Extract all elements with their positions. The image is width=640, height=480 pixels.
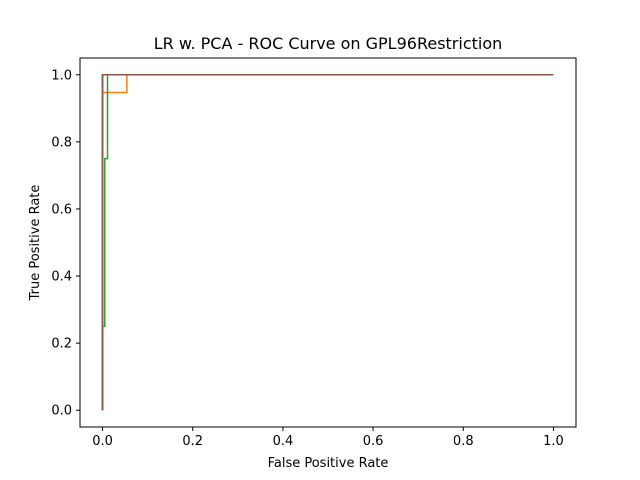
x-axis-ticks: 0.0 0.2 0.4 0.6 0.8 1.0 bbox=[92, 427, 564, 449]
x-axis-label: False Positive Rate bbox=[268, 456, 389, 471]
y-tick-label: 0.6 bbox=[51, 202, 72, 217]
y-tick-label: 0.0 bbox=[51, 404, 72, 419]
x-tick-label: 0.4 bbox=[273, 434, 294, 449]
y-tick-label: 0.2 bbox=[51, 337, 72, 352]
series-layer bbox=[101, 74, 554, 411]
chart-title: LR w. PCA - ROC Curve on GPL96Restrictio… bbox=[154, 34, 503, 53]
plot-area bbox=[80, 58, 576, 427]
x-tick-label: 0.8 bbox=[453, 434, 474, 449]
y-tick-label: 0.4 bbox=[51, 270, 72, 285]
x-tick-label: 0.0 bbox=[92, 434, 113, 449]
y-axis-label: True Positive Rate bbox=[28, 185, 43, 302]
y-tick-label: 1.0 bbox=[51, 68, 72, 83]
roc-series-line-6 bbox=[101, 74, 554, 411]
plot-frame bbox=[79, 57, 577, 428]
y-axis-ticks: 0.0 0.2 0.4 0.6 0.8 1.0 bbox=[51, 68, 80, 419]
x-tick-label: 0.6 bbox=[363, 434, 384, 449]
x-tick-label: 1.0 bbox=[543, 434, 564, 449]
x-tick-label: 0.2 bbox=[182, 434, 203, 449]
y-tick-label: 0.8 bbox=[51, 135, 72, 150]
